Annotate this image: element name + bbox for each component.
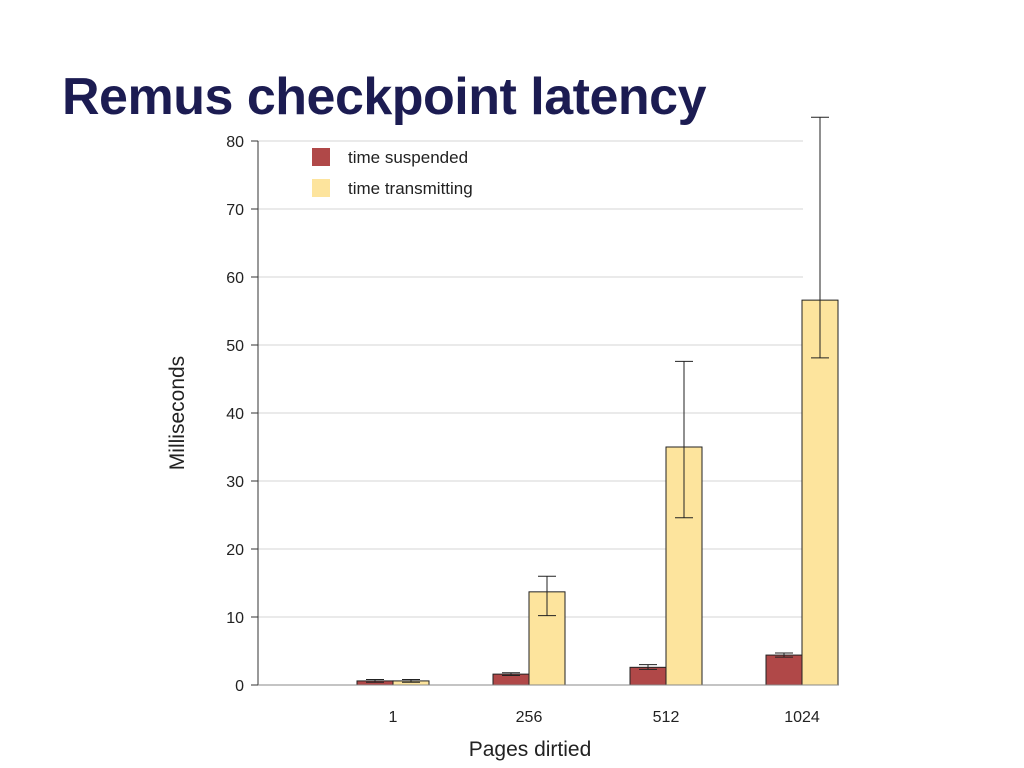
error-bar	[502, 672, 520, 676]
legend-swatch	[312, 179, 330, 197]
bar-suspended-512	[629, 666, 667, 686]
slide-title: Remus checkpoint latency	[62, 68, 707, 126]
error-bars	[366, 116, 829, 683]
legend-label: time suspended	[348, 148, 468, 167]
y-axis: 0 10 20 30 40 50 60 70 80	[226, 134, 259, 695]
bars	[258, 299, 839, 686]
error-bar	[538, 575, 556, 617]
error-bar	[811, 116, 829, 359]
x-axis-ticks: 1 256 512 1024	[389, 709, 820, 726]
legend: time suspended time transmitting	[312, 148, 473, 198]
legend-label: time transmitting	[348, 179, 473, 198]
y-tick-label: 0	[235, 678, 244, 695]
x-tick-label: 512	[653, 709, 680, 726]
error-bar	[639, 664, 657, 670]
error-bar	[402, 679, 420, 683]
error-bar	[366, 679, 384, 683]
y-tick-label: 80	[226, 134, 244, 151]
y-tick-label: 70	[226, 202, 244, 219]
bar-transmitting-1024	[801, 299, 839, 686]
error-bar	[675, 360, 693, 519]
y-axis-title: Milliseconds	[166, 356, 189, 470]
x-axis-title: Pages dirtied	[469, 738, 592, 761]
y-tick-label: 50	[226, 338, 244, 355]
x-tick-label: 1024	[784, 709, 820, 726]
bar-suspended-1024	[765, 654, 803, 686]
y-tick-label: 30	[226, 474, 244, 491]
y-tick-label: 60	[226, 270, 244, 287]
x-tick-label: 1	[389, 709, 398, 726]
y-tick-label: 40	[226, 406, 244, 423]
legend-swatch	[312, 148, 330, 166]
y-tick-label: 10	[226, 610, 244, 627]
error-bar	[775, 652, 793, 658]
y-tick-label: 20	[226, 542, 244, 559]
x-tick-label: 256	[516, 709, 543, 726]
